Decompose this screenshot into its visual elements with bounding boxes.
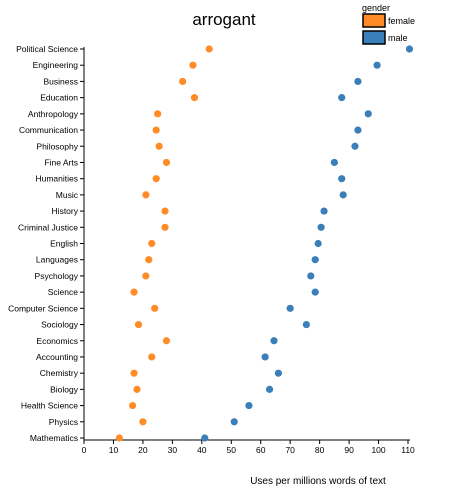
legend-label-female: female [388, 16, 415, 26]
data-point-male [405, 45, 414, 53]
category-label: Health Science [21, 401, 78, 411]
data-point-male [286, 304, 294, 312]
data-point-male [261, 353, 269, 361]
data-point-female [129, 401, 137, 410]
category-label: Business [44, 76, 79, 86]
x-tick-label: 0 [82, 445, 87, 455]
category-label: Psychology [35, 271, 79, 281]
data-point-male [338, 94, 346, 102]
data-point-male [339, 191, 347, 199]
category-label: Humanities [35, 174, 78, 184]
data-point-male [330, 158, 338, 167]
data-point-male [274, 369, 282, 377]
data-point-female [154, 110, 162, 118]
data-point-female [130, 288, 138, 296]
data-point-male [270, 337, 278, 345]
x-tick-label: 20 [138, 445, 148, 455]
category-label: Engineering [33, 60, 79, 70]
data-point-male [364, 110, 372, 118]
x-tick-label: 60 [256, 445, 266, 455]
chart-title: arrogant [192, 10, 256, 29]
category-label: Science [48, 287, 79, 297]
legend-title: gender [362, 3, 390, 13]
legend: gender female male [362, 3, 415, 45]
data-point-female [161, 223, 169, 231]
data-point-male [230, 418, 238, 426]
category-label: Communication [19, 125, 78, 135]
data-point-female [152, 126, 160, 134]
data-point-female [130, 369, 138, 377]
data-point-male [265, 385, 274, 393]
data-point-female [134, 320, 143, 329]
category-label: Sociology [41, 320, 79, 330]
category-label: English [50, 239, 78, 249]
data-point-female [162, 337, 171, 345]
category-label: Education [40, 93, 78, 103]
data-point-male [354, 126, 362, 134]
x-tick-label: 110 [401, 445, 415, 455]
category-label: Mathematics [30, 433, 78, 443]
data-point-male [302, 320, 310, 329]
data-point-female [142, 191, 150, 199]
data-point-male [354, 77, 362, 86]
data-point-female [133, 385, 141, 393]
data-point-male [338, 175, 346, 183]
legend-label-male: male [388, 33, 408, 43]
data-point-female [148, 353, 156, 361]
category-label: Computer Science [8, 303, 78, 313]
category-label: Accounting [36, 352, 78, 362]
legend-swatch-male [362, 30, 386, 45]
data-point-male [373, 61, 381, 69]
data-point-male [311, 288, 319, 296]
series-male [201, 45, 414, 442]
category-label: Criminal Justice [18, 222, 78, 232]
data-point-female [148, 239, 156, 248]
data-point-female [139, 418, 147, 426]
category-label: Biology [50, 384, 79, 394]
x-tick-label: 80 [315, 445, 325, 455]
data-point-female [189, 61, 197, 69]
x-tick-label: 50 [227, 445, 237, 455]
category-label: Anthropology [28, 109, 79, 119]
data-point-male [317, 223, 325, 231]
data-point-female [162, 158, 171, 167]
category-label: Physics [49, 417, 78, 427]
x-tick-label: 100 [371, 445, 385, 455]
category-label: Philosophy [36, 141, 78, 151]
legend-swatch-female [362, 13, 386, 28]
data-point-female [155, 142, 163, 150]
data-point-female [205, 45, 213, 53]
data-point-male [245, 401, 253, 410]
data-point-female [190, 94, 199, 102]
category-label: Political Science [16, 44, 78, 54]
x-tick-label: 40 [197, 445, 207, 455]
data-point-male [311, 256, 319, 264]
data-point-male [314, 239, 322, 248]
data-point-male [320, 207, 328, 215]
data-point-female [145, 256, 153, 264]
data-point-male [351, 142, 359, 150]
x-tick-label: 30 [168, 445, 178, 455]
category-label: Music [56, 190, 79, 200]
data-point-female [151, 304, 159, 312]
data-point-female [115, 434, 123, 442]
x-axis-title: Uses per millions words of text [250, 476, 386, 487]
category-label: Fine Arts [44, 157, 78, 167]
data-point-female [142, 272, 150, 280]
series-female [115, 45, 213, 442]
data-point-female [161, 207, 169, 215]
data-point-male [201, 434, 209, 442]
category-label: Chemistry [40, 368, 79, 378]
data-point-female [152, 175, 160, 183]
category-label: History [52, 206, 79, 216]
data-point-female [179, 77, 187, 86]
x-tick-label: 90 [344, 445, 354, 455]
x-tick-label: 10 [109, 445, 119, 455]
x-tick-label: 70 [285, 445, 295, 455]
category-label: Economics [36, 336, 78, 346]
data-point-male [307, 272, 315, 280]
category-label: Languages [36, 255, 78, 265]
